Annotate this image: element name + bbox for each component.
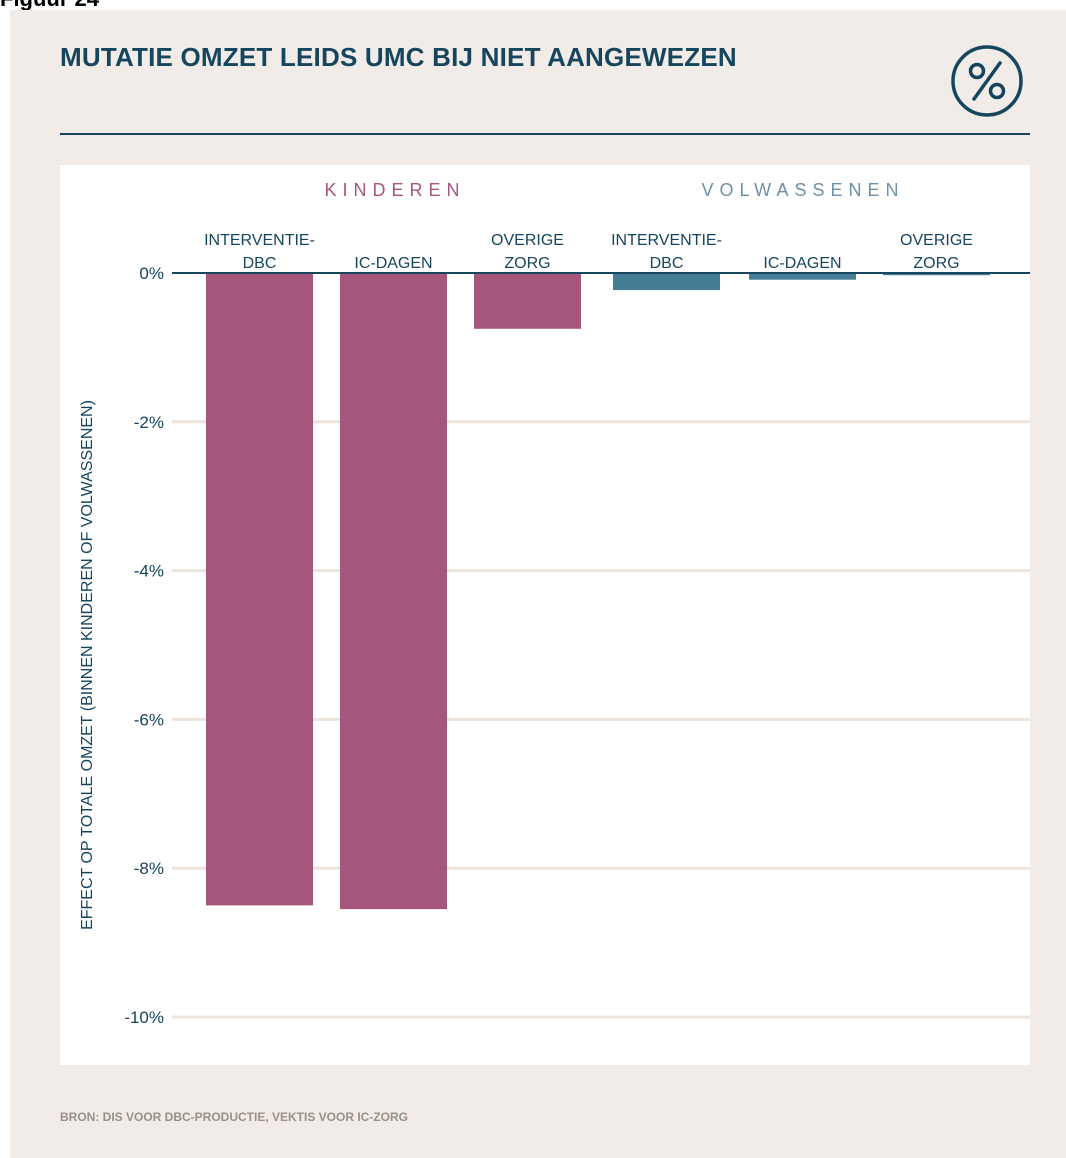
category-label: INTERVENTIE- xyxy=(611,232,722,249)
bar xyxy=(613,273,720,291)
category-label: DBC xyxy=(243,255,277,272)
y-tick-label: -6% xyxy=(134,710,164,729)
y-tick-label: -2% xyxy=(134,413,164,432)
y-tick-label: 0% xyxy=(139,264,164,283)
y-axis-title: EFFECT OP TOTALE OMZET (BINNEN KINDEREN … xyxy=(79,400,96,930)
figure-label: Figuur 24 xyxy=(0,0,99,12)
group-label-kinderen: KINDEREN xyxy=(324,180,465,200)
category-label: OVERIGE xyxy=(491,232,564,249)
y-tick-label: -4% xyxy=(134,562,164,581)
percent-circle-icon xyxy=(951,45,1023,117)
bar xyxy=(474,273,581,329)
figure-panel: MUTATIE OMZET LEIDS UMC BIJ NIET AANGEWE… xyxy=(10,10,1066,1158)
title-divider xyxy=(60,133,1030,135)
category-label: INTERVENTIE- xyxy=(204,232,315,249)
bar xyxy=(206,273,313,906)
category-label: OVERIGE xyxy=(900,232,973,249)
bar xyxy=(749,273,856,280)
category-label: IC-DAGEN xyxy=(354,255,432,272)
category-label: DBC xyxy=(650,255,684,272)
source-note: BRON: DIS VOOR DBC-PRODUCTIE, VEKTIS VOO… xyxy=(60,1110,409,1124)
chart-area: 0% -2% -4% -6% -8% -10% EFFECT OP TOTALE OMZET… xyxy=(60,165,1030,1065)
category-label: ZORG xyxy=(913,255,959,272)
bar xyxy=(883,273,990,276)
category-label: ZORG xyxy=(504,255,550,272)
y-tick-label: -8% xyxy=(134,859,164,878)
category-label: IC-DAGEN xyxy=(763,255,841,272)
bar xyxy=(340,273,447,910)
group-label-volwassenen: VOLWASSENEN xyxy=(701,180,904,200)
chart-title: MUTATIE OMZET LEIDS UMC BIJ NIET AANGEWE… xyxy=(60,42,737,72)
y-tick-label: -10% xyxy=(124,1008,164,1027)
bar-chart: 0% -2% -4% -6% -8% -10% EFFECT OP TOTALE OMZET… xyxy=(79,180,1030,1027)
